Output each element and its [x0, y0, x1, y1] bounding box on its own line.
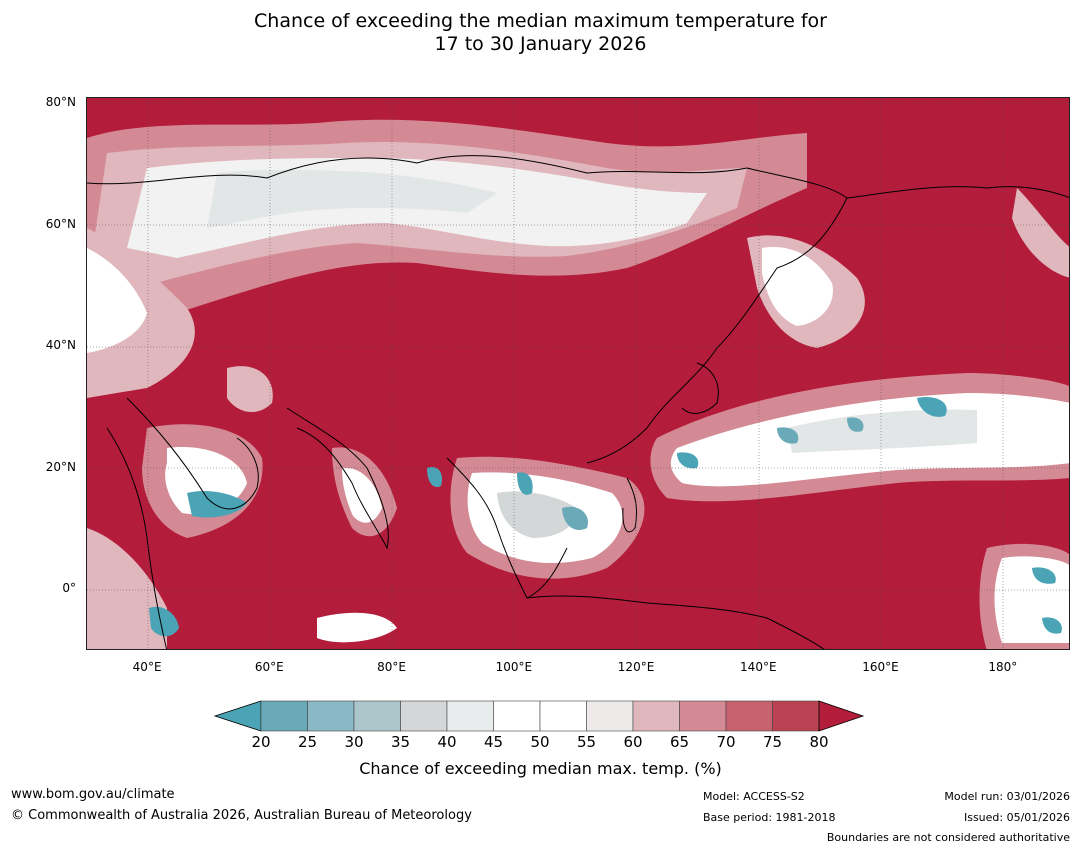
colorbar-segment — [493, 700, 541, 732]
region-south-pacific-teal-2 — [1042, 617, 1062, 634]
forecast-map — [86, 97, 1070, 650]
colorbar-segment — [400, 700, 448, 732]
colorbar-segment — [679, 700, 727, 732]
coast-indonesia — [526, 595, 825, 649]
coast-south-asia — [286, 407, 389, 550]
region-siberia-grey — [207, 169, 497, 228]
colorbar-segment — [772, 700, 820, 732]
lon-label: 40°E — [132, 660, 162, 674]
footer-issued: Issued: 05/01/2026 — [963, 811, 1070, 824]
coast-philippines — [622, 477, 638, 533]
region-india-white — [342, 467, 382, 523]
region-arabia-teal — [187, 491, 247, 518]
region-indian-ocean-white — [317, 612, 397, 643]
colorbar-tick-label: 35 — [390, 733, 411, 751]
lat-label: 40°N — [45, 338, 76, 353]
colorbar-under-arrow — [214, 700, 262, 732]
region-africa-teal — [149, 606, 179, 637]
lon-label: 80°E — [377, 660, 406, 674]
region-far-east-pink — [1012, 188, 1069, 278]
colorbar-tick-label: 45 — [483, 733, 504, 751]
probability-regions — [87, 119, 1069, 649]
colorbar — [214, 700, 865, 732]
footer-copyright: © Commonwealth of Australia 2026, Austra… — [11, 808, 472, 823]
colorbar-segment — [586, 700, 634, 732]
footer-model: Model: ACCESS-S2 — [703, 790, 805, 803]
forecast-map-canvas — [87, 98, 1069, 649]
colorbar-tick-label: 65 — [669, 733, 690, 751]
footer-disclaimer: Boundaries are not considered authoritat… — [826, 831, 1070, 844]
lon-label: 60°E — [254, 660, 284, 674]
colorbar-over-arrow — [818, 700, 865, 732]
colorbar-segment — [260, 700, 308, 732]
region-west-white — [87, 248, 147, 353]
colorbar-tick-label: 75 — [762, 733, 783, 751]
colorbar-segment — [725, 700, 773, 732]
coast-pacific-asia — [586, 197, 848, 464]
colorbar-tick-label: 80 — [809, 733, 829, 751]
map-title-line-2: 17 to 30 January 2026 — [434, 33, 647, 55]
coast-arabia — [126, 397, 259, 510]
coast-indochina — [446, 457, 568, 599]
region-pacific-teal-3 — [917, 397, 947, 417]
region-south-pacific-teal — [1032, 567, 1056, 584]
colorbar-tick-label: 70 — [716, 733, 736, 751]
lon-label: 160°E — [862, 660, 899, 674]
lon-label: 100°E — [495, 660, 533, 674]
lon-label: 180° — [988, 660, 1018, 674]
colorbar-segment — [539, 700, 587, 732]
graticule — [87, 98, 1069, 649]
coast-africa — [106, 427, 168, 649]
coastlines — [87, 155, 1069, 649]
lat-label: 60°N — [45, 216, 76, 231]
colorbar-tick-label: 40 — [437, 733, 457, 751]
lon-label: 120°E — [617, 660, 655, 674]
colorbar-tick-label: 60 — [623, 733, 643, 751]
region-pacific-grey — [787, 409, 977, 453]
colorbar-segment — [446, 700, 494, 732]
region-seasia-grey — [497, 491, 577, 538]
map-title-line-1: Chance of exceeding the median maximum t… — [254, 10, 827, 32]
colorbar-segment — [632, 700, 680, 732]
colorbar-segment — [307, 700, 355, 732]
region-iran-pink — [227, 366, 273, 413]
colorbar-tick-label: 50 — [530, 733, 550, 751]
colorbar-label: Chance of exceeding median max. temp. (%… — [359, 759, 722, 778]
colorbar-tick-label: 25 — [297, 733, 318, 751]
lat-label: 20°N — [45, 459, 76, 474]
region-pacific-teal-4 — [847, 417, 864, 432]
region-seasia-teal-1 — [517, 472, 533, 495]
footer-url: www.bom.gov.au/climate — [11, 787, 175, 802]
region-seasia-teal-2 — [562, 506, 588, 530]
region-pacific-teal-1 — [677, 452, 699, 469]
region-africa-lightpink — [87, 528, 167, 649]
lon-label: 140°E — [740, 660, 777, 674]
region-bay-bengal-teal — [427, 466, 443, 488]
colorbar-tick-label: 20 — [251, 733, 271, 751]
coast-japan — [681, 362, 719, 414]
lat-label: 80°N — [45, 95, 76, 110]
colorbar-tick-label: 55 — [576, 733, 597, 751]
coast-arctic — [87, 155, 1069, 199]
colorbar-tick-label: 30 — [344, 733, 364, 751]
region-pacific-teal-2 — [777, 427, 799, 444]
footer-model-run: Model run: 03/01/2026 — [944, 790, 1070, 803]
lat-label: 0° — [62, 581, 76, 596]
footer-base-period: Base period: 1981-2018 — [703, 811, 836, 824]
colorbar-segment — [353, 700, 401, 732]
